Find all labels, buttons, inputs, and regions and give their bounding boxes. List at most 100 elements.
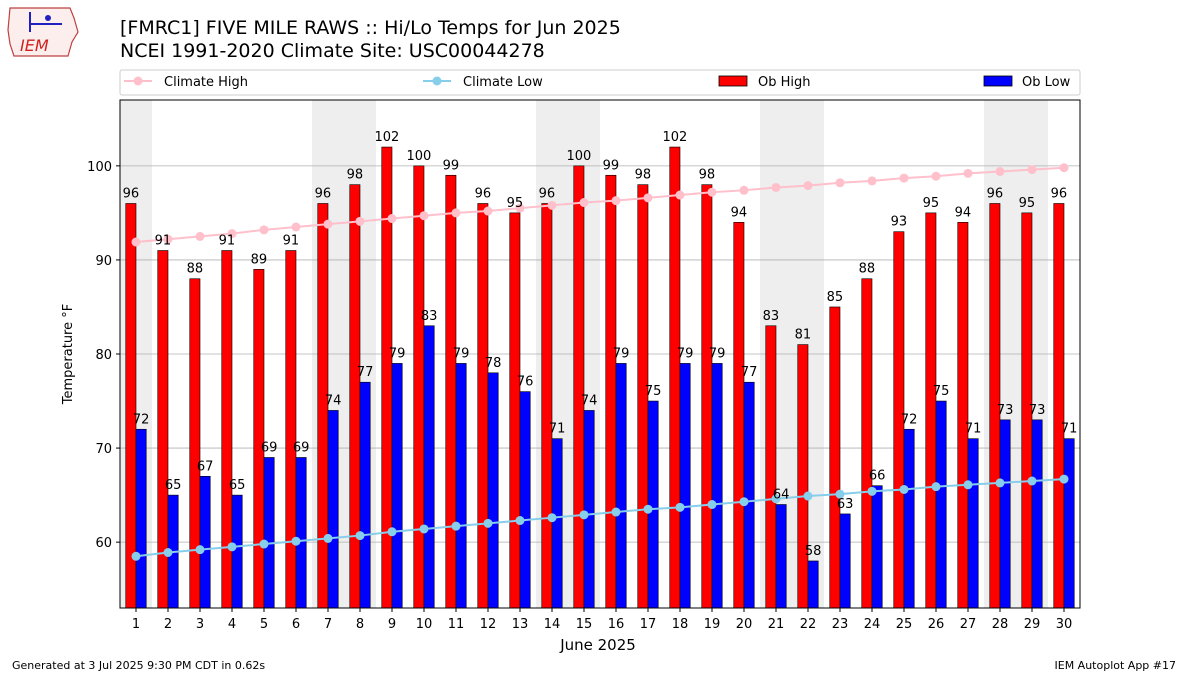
ob-low-label-day-29: 73	[1029, 403, 1046, 418]
iowa-outline	[7, 7, 79, 57]
climate-low-point-day-15	[579, 510, 589, 520]
ob-low-bar-day-9	[391, 363, 403, 609]
ob-low-label-day-15: 74	[581, 393, 598, 408]
climate-high-line	[135, 166, 1065, 244]
climate-high-point-day-17	[643, 193, 653, 203]
ob-low-bar-day-25	[903, 428, 915, 609]
ob-high-label-day-2: 91	[155, 234, 172, 249]
climate-low-point-day-22	[803, 491, 813, 501]
chart-title: [FMRC1] FIVE MILE RAWS :: Hi/Lo Temps fo…	[120, 17, 621, 39]
climate-high-point-day-13	[515, 203, 525, 213]
climate-high-point-day-11	[451, 208, 461, 218]
x-tick-label-10: 10	[416, 617, 433, 632]
x-tick-label-2: 2	[164, 617, 172, 632]
ob-high-label-day-7: 96	[315, 186, 332, 201]
y-tick-label-70: 70	[95, 442, 112, 457]
ob-high-bar-day-20	[733, 221, 745, 609]
climate-low-point-day-28	[995, 478, 1005, 488]
ob-low-label-day-16: 79	[613, 346, 630, 361]
ob-high-label-day-4: 91	[219, 234, 236, 249]
ob-high-bar-day-21	[765, 325, 777, 609]
ob-low-bar-day-23	[839, 513, 851, 609]
ob-low-label-day-11: 79	[453, 346, 470, 361]
ob-high-bar-day-12	[477, 203, 489, 609]
ob-high-label-day-16: 99	[603, 158, 620, 173]
x-tick-label-7: 7	[324, 617, 332, 632]
ob-low-bar-day-19	[711, 363, 723, 609]
ob-high-bar-day-19	[701, 184, 713, 609]
climate-high-point-day-4	[227, 229, 237, 239]
climate-low-point-day-14	[547, 513, 557, 523]
ob-high-label-day-20: 94	[731, 205, 748, 220]
x-tick-label-4: 4	[228, 617, 236, 632]
ob-low-label-day-10: 83	[421, 309, 438, 324]
climate-low-point-day-26	[931, 482, 941, 492]
x-tick-label-24: 24	[864, 617, 881, 632]
ob-high-label-day-9: 102	[374, 130, 399, 145]
x-tick-label-20: 20	[736, 617, 753, 632]
ob-high-label-day-24: 88	[859, 262, 876, 277]
climate-high-point-day-2	[163, 234, 173, 244]
ob-high-bar-day-5	[253, 269, 265, 609]
climate-low-point-day-29	[1027, 476, 1037, 486]
ob-high-bar-day-16	[605, 174, 617, 609]
ob-low-bar-day-15	[583, 410, 595, 609]
ob-low-label-day-13: 76	[517, 375, 534, 390]
ob-high-label-day-15: 100	[566, 149, 591, 164]
climate-high-point-day-1	[131, 237, 141, 247]
climate-high-point-day-5	[259, 225, 269, 235]
climate-low-point-day-1	[131, 551, 141, 561]
climate-high-point-day-3	[195, 231, 205, 241]
ob-high-bar-day-22	[797, 344, 809, 609]
climate-low-point-day-7	[323, 533, 333, 543]
climate-low-point-day-30	[1059, 474, 1069, 484]
climate-high-point-day-28	[995, 166, 1005, 176]
ob-low-label-day-23: 63	[837, 497, 854, 512]
x-tick-label-1: 1	[132, 617, 140, 632]
climate-low-point-day-5	[259, 539, 269, 549]
x-tick-label-29: 29	[1024, 617, 1041, 632]
ob-high-bar-day-11	[445, 174, 457, 609]
ob-high-bar-day-14	[541, 203, 553, 609]
ob-low-bar-day-7	[327, 410, 339, 609]
ob-high-bar-day-15	[573, 165, 585, 609]
station-sensor	[45, 15, 51, 21]
climate-low-point-day-19	[707, 500, 717, 510]
climate-high-point-day-14	[547, 200, 557, 210]
ob-low-bar-day-1	[135, 428, 147, 609]
ob-high-label-day-25: 93	[891, 215, 908, 230]
climate-high-point-day-25	[899, 173, 909, 183]
climate-high-point-day-7	[323, 219, 333, 229]
x-tick-label-17: 17	[640, 617, 657, 632]
climate-low-point-day-8	[355, 531, 365, 541]
ob-low-bar-day-11	[455, 363, 467, 609]
ob-low-bar-day-30	[1063, 438, 1075, 609]
y-tick-label-100: 100	[87, 160, 112, 175]
ob-high-bar-day-4	[221, 250, 233, 609]
x-tick-label-16: 16	[608, 617, 625, 632]
x-tick-label-5: 5	[260, 617, 268, 632]
ob-high-label-day-19: 98	[699, 168, 716, 183]
ob-low-label-day-3: 67	[197, 459, 214, 474]
ob-high-bar-day-10	[413, 165, 425, 609]
ob-low-bar-day-6	[295, 457, 307, 609]
ob-low-label-day-2: 65	[165, 478, 182, 493]
iem-logo[interactable]: IEM	[7, 7, 79, 57]
x-axis-label: June 2025	[559, 636, 636, 654]
ob-high-label-day-23: 85	[827, 290, 844, 305]
climate-high-point-day-15	[579, 198, 589, 208]
x-tick-label-8: 8	[356, 617, 364, 632]
ob-high-label-day-8: 98	[347, 168, 364, 183]
ob-low-label-day-5: 69	[261, 440, 278, 455]
ob-high-label-day-18: 102	[662, 130, 687, 145]
x-tick-label-26: 26	[928, 617, 945, 632]
x-tick-label-23: 23	[832, 617, 849, 632]
ob-high-bar-day-3	[189, 278, 201, 609]
climate-high-point-day-30	[1059, 163, 1069, 173]
y-tick-label-90: 90	[95, 254, 112, 269]
ob-high-bar-day-6	[285, 250, 297, 609]
climate-high-point-day-8	[355, 216, 365, 226]
climate-lines	[131, 163, 1069, 561]
chart-subtitle: NCEI 1991-2020 Climate Site: USC00044278	[120, 40, 545, 62]
climate-high-point-day-27	[963, 168, 973, 178]
